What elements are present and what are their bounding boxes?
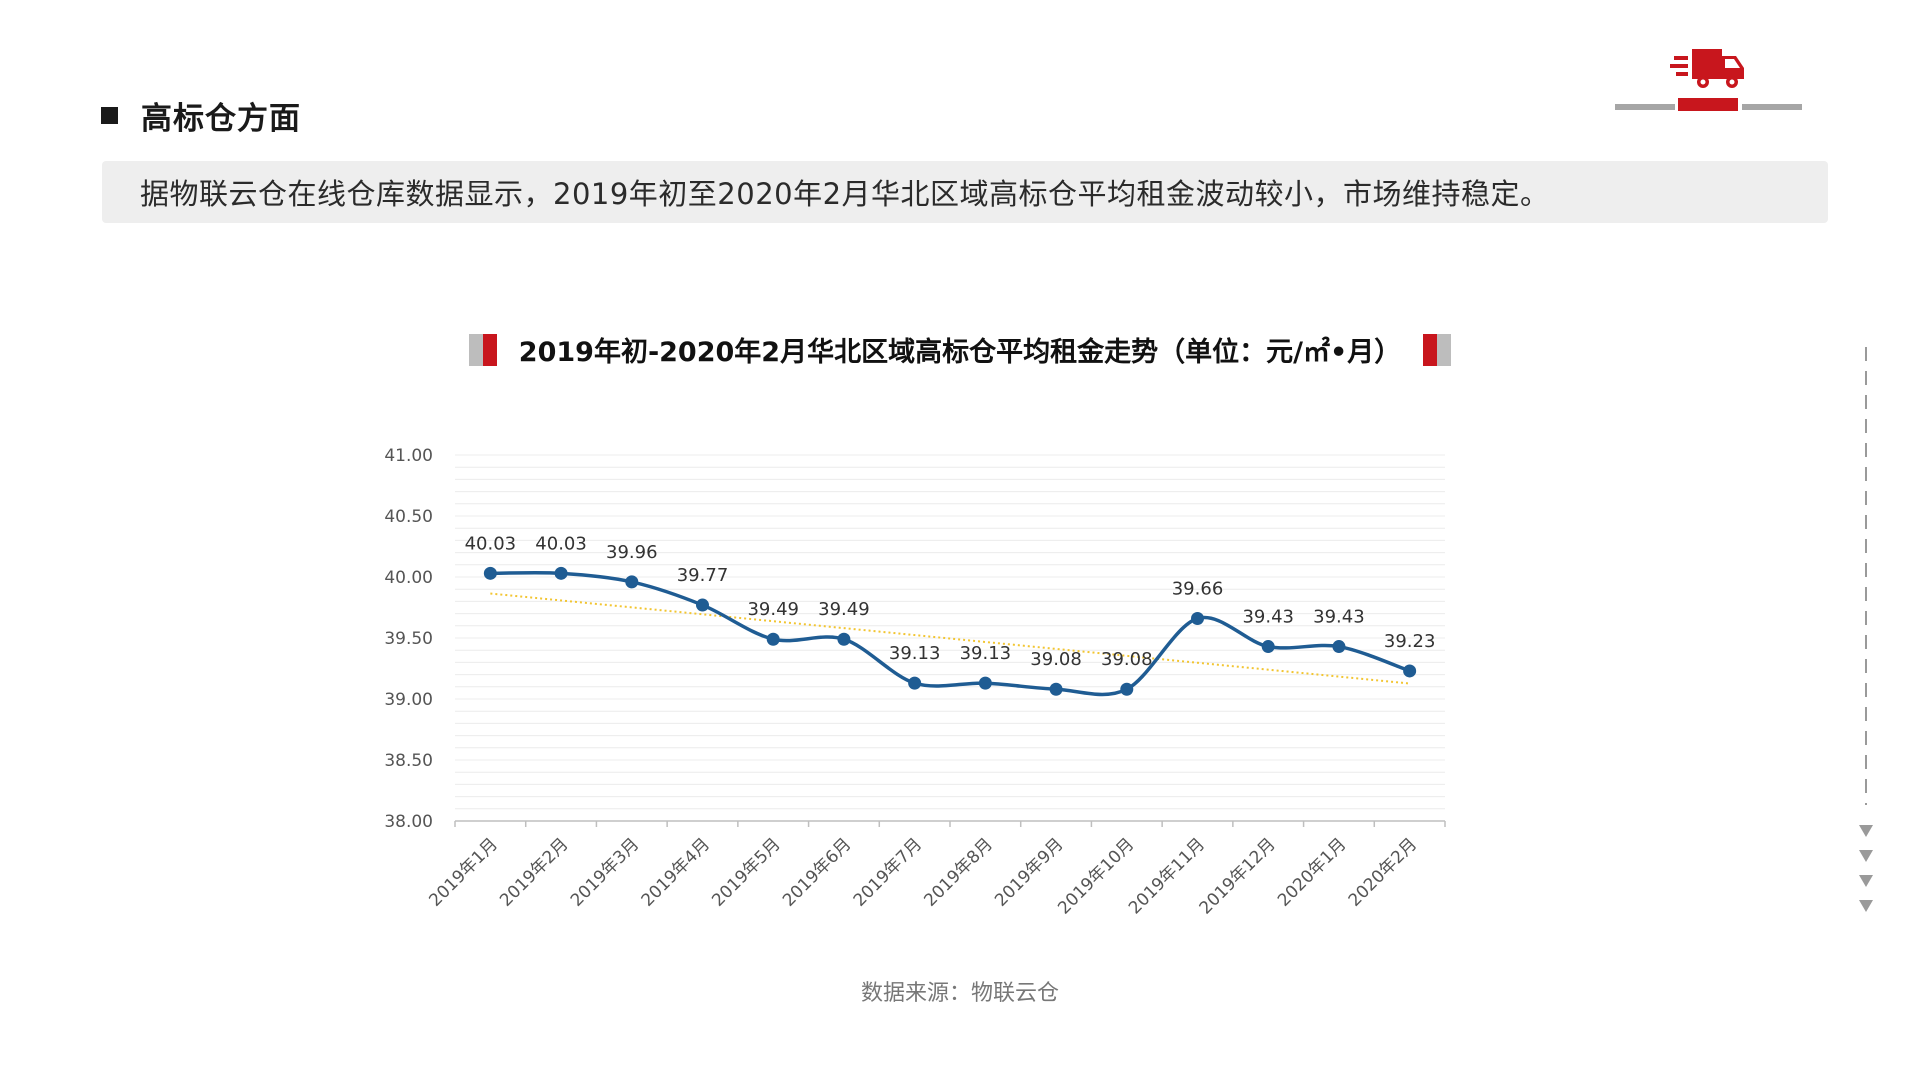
section-title: 高标仓方面 <box>141 101 301 137</box>
chevron-down-icon <box>1859 825 1873 837</box>
data-label: 39.13 <box>960 643 1012 664</box>
x-tick-label: 2019年5月 <box>708 834 784 910</box>
scroll-down-hint[interactable] <box>1856 345 1876 915</box>
y-tick-label: 40.00 <box>384 568 433 588</box>
x-tick-label: 2019年4月 <box>638 834 714 910</box>
y-tick-label: 39.50 <box>384 629 433 649</box>
data-label: 39.49 <box>747 599 799 620</box>
data-label: 40.03 <box>535 533 587 554</box>
x-tick-label: 2019年6月 <box>779 834 855 910</box>
y-tick-label: 39.00 <box>384 690 433 710</box>
data-point <box>908 676 922 690</box>
data-point <box>1403 664 1417 678</box>
x-tick-label: 2020年1月 <box>1274 834 1350 910</box>
data-point <box>978 676 992 690</box>
series-line <box>490 570 1411 697</box>
data-point <box>1049 682 1063 696</box>
x-tick-label: 2019年1月 <box>425 834 501 910</box>
data-point <box>766 632 780 646</box>
x-tick-label: 2019年12月 <box>1196 834 1280 918</box>
chevron-down-icon <box>1859 900 1873 912</box>
data-label: 39.96 <box>606 542 658 563</box>
x-tick-label: 2019年2月 <box>496 834 572 910</box>
y-tick-label: 40.50 <box>384 507 433 527</box>
y-tick-label: 38.50 <box>384 751 433 771</box>
data-label: 39.49 <box>818 599 870 620</box>
y-tick-label: 38.00 <box>384 812 433 832</box>
data-label: 39.77 <box>677 565 729 586</box>
data-point <box>837 632 851 646</box>
data-label: 39.43 <box>1313 607 1365 628</box>
data-point <box>1332 640 1346 654</box>
section-heading: 高标仓方面 <box>101 93 301 138</box>
data-label: 39.23 <box>1384 631 1436 652</box>
x-tick-label: 2019年7月 <box>850 834 926 910</box>
data-label: 39.13 <box>889 643 941 664</box>
data-point <box>554 566 568 580</box>
summary-text: 据物联云仓在线仓库数据显示，2019年初至2020年2月华北区域高标仓平均租金波… <box>140 177 1550 211</box>
rent-trend-line-chart: 38.00 38.50 39.00 39.50 40.00 40.50 41.00 2019年… <box>384 446 1446 918</box>
x-tick-label: 2019年3月 <box>567 834 643 910</box>
data-point <box>696 598 709 612</box>
x-tick-label: 2019年9月 <box>991 834 1067 910</box>
trendline <box>490 592 1410 685</box>
data-point <box>625 575 639 589</box>
delivery-truck-icon <box>1615 49 1802 111</box>
data-point <box>1120 682 1134 696</box>
data-label: 39.43 <box>1242 607 1294 628</box>
chart-title-row: 2019年初-2020年2月华北区域高标仓平均租金走势（单位：元/㎡•月） <box>0 330 1920 369</box>
chevron-down-icon <box>1859 850 1873 862</box>
square-bullet-icon <box>101 107 118 124</box>
data-point <box>1261 640 1275 654</box>
data-label: 39.08 <box>1030 649 1082 670</box>
x-tick-label: 2020年2月 <box>1345 834 1421 910</box>
data-label: 40.03 <box>465 533 517 554</box>
data-label: 39.66 <box>1172 578 1224 599</box>
y-tick-label: 41.00 <box>384 446 433 466</box>
title-decoration-right <box>1423 333 1452 366</box>
data-point <box>1191 611 1204 625</box>
title-decoration-left <box>468 333 497 366</box>
chart-title: 2019年初-2020年2月华北区域高标仓平均租金走势（单位：元/㎡•月） <box>518 337 1402 368</box>
data-source: 数据来源：物联云仓 <box>860 981 1059 1006</box>
data-label: 39.08 <box>1101 649 1153 670</box>
data-point <box>483 566 497 580</box>
chevron-down-icon <box>1859 875 1873 887</box>
x-tick-label: 2019年8月 <box>920 834 996 910</box>
summary-banner: 据物联云仓在线仓库数据显示，2019年初至2020年2月华北区域高标仓平均租金波… <box>102 161 1828 223</box>
